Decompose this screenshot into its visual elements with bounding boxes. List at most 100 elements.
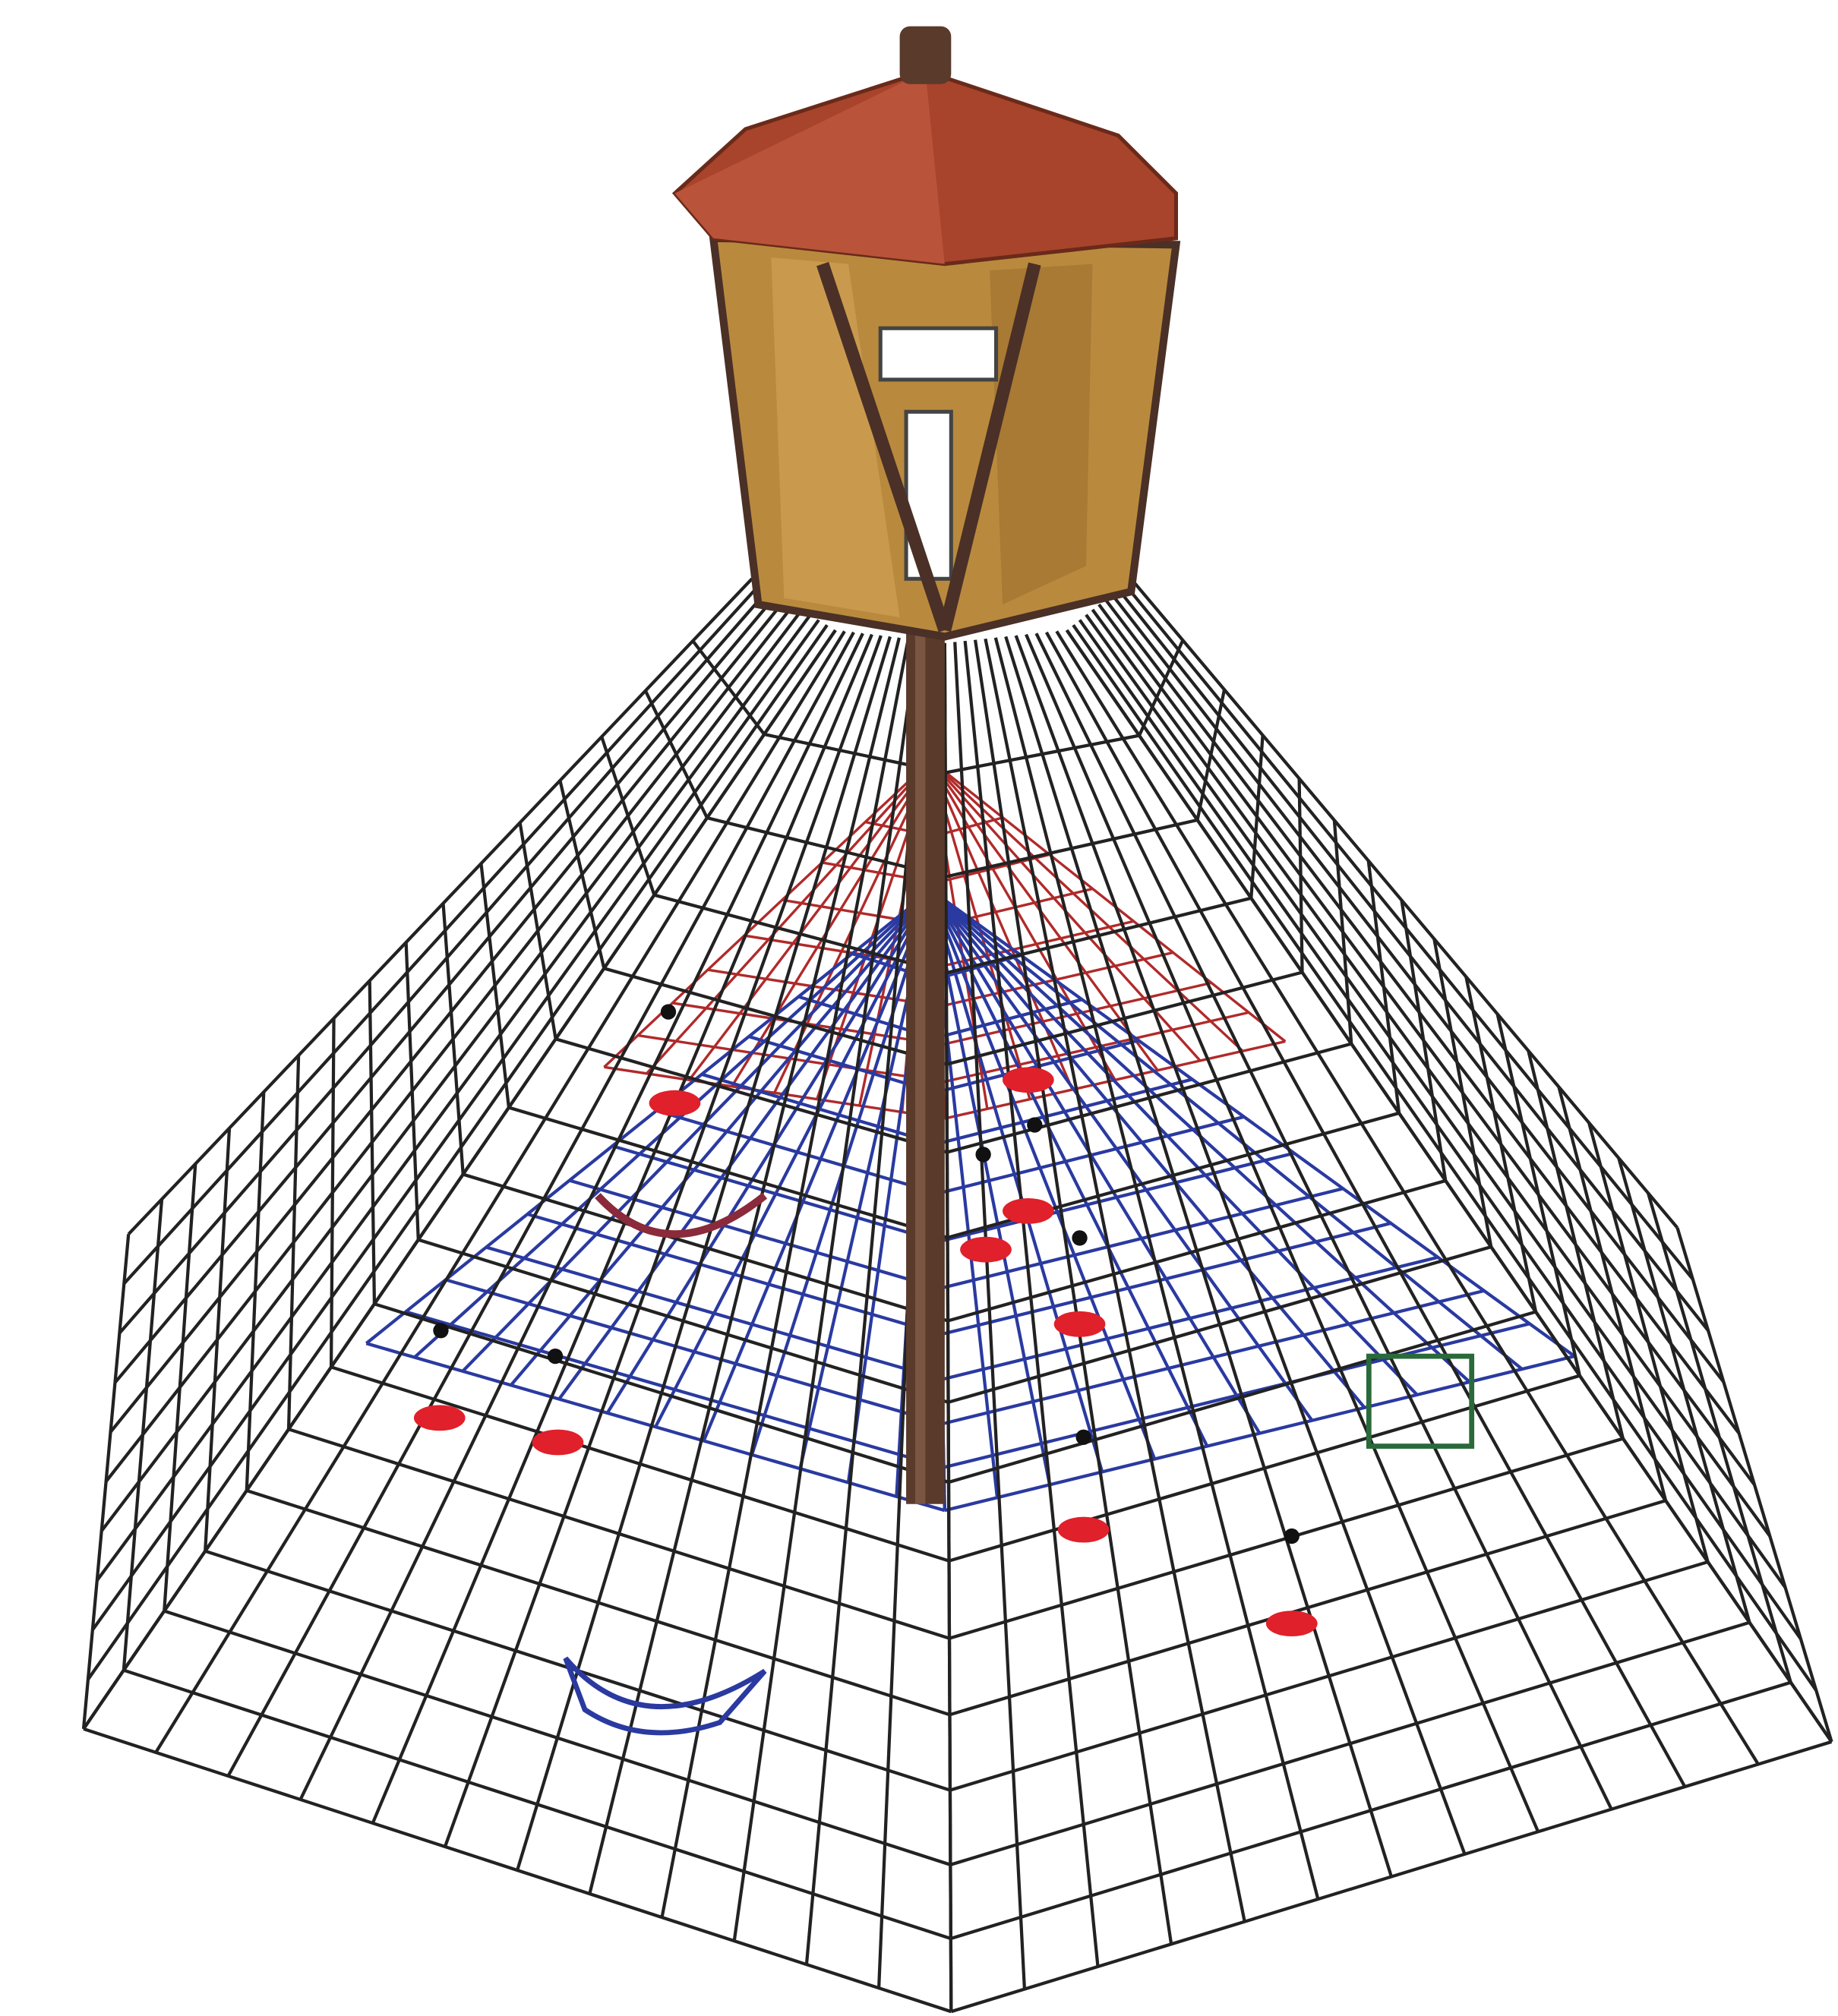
step-disc	[960, 1236, 1012, 1263]
rope-knot	[1072, 1230, 1088, 1246]
net-rope	[950, 1680, 1792, 1941]
net-rope	[603, 770, 921, 1068]
net-rope	[1034, 633, 1613, 1810]
net-rope	[445, 1278, 944, 1426]
net-rope	[123, 1668, 952, 1940]
net-rope	[953, 642, 1027, 1989]
net-rope	[510, 901, 924, 1387]
net-rope	[100, 608, 804, 1532]
net-rope	[461, 900, 923, 1373]
net-rope	[330, 1365, 950, 1563]
net-rope	[365, 1342, 946, 1513]
net-rope	[943, 899, 1524, 1371]
net-rope	[1366, 860, 1401, 1114]
net-rope	[371, 633, 873, 1824]
net-rope	[940, 1221, 1391, 1336]
hammock	[595, 1192, 768, 1238]
net-rope	[963, 640, 1100, 1967]
net-rope	[113, 593, 778, 1384]
net-rope	[1110, 593, 1726, 1383]
net-rope	[949, 1560, 1709, 1792]
rope-knot	[1075, 1429, 1091, 1445]
net-rope	[329, 1018, 336, 1368]
net-rope	[939, 773, 1159, 1071]
net-rope	[934, 998, 1083, 1040]
net-rope	[1065, 629, 1833, 1743]
net-rope	[943, 898, 1576, 1358]
net-rope	[163, 1163, 197, 1611]
net-rope	[368, 980, 377, 1305]
net-rope	[1432, 939, 1493, 1248]
net-rope	[1004, 636, 1393, 1878]
net-rope	[936, 903, 1209, 1447]
net-rope	[1297, 778, 1304, 973]
net-rope	[942, 1289, 1485, 1426]
net-rope	[588, 637, 901, 1895]
net-rope	[701, 1072, 938, 1146]
rope-knot	[1284, 1528, 1300, 1544]
net-rope	[508, 1106, 949, 1239]
net-rope	[1195, 689, 1227, 821]
net-rope	[732, 639, 919, 1942]
step-disc	[532, 1429, 584, 1456]
net-rope	[516, 636, 892, 1871]
net-rope	[96, 614, 812, 1582]
net-rope	[1557, 1086, 1668, 1501]
net-rope	[163, 1609, 952, 1866]
net-rope	[82, 629, 837, 1730]
step-disc	[1053, 1311, 1106, 1337]
tower-panel	[990, 263, 1093, 605]
net-rope	[558, 780, 606, 969]
net-rope	[748, 1035, 936, 1094]
net-rope	[526, 1212, 942, 1336]
net-rope	[485, 1245, 943, 1381]
net-rope	[1249, 735, 1265, 898]
net-rope	[122, 1199, 164, 1671]
net-rope	[245, 1092, 266, 1491]
net-rope	[1495, 1013, 1581, 1377]
net-rope	[374, 1302, 949, 1484]
net-rope	[706, 816, 946, 879]
net-rope	[943, 1011, 1249, 1084]
net-rope	[660, 638, 910, 1918]
net-rope	[932, 904, 1052, 1485]
net-rope	[936, 902, 1262, 1434]
net-rope	[518, 822, 557, 1040]
net-rope	[1078, 619, 1802, 1640]
step-disc	[1003, 1067, 1054, 1093]
net-rope	[288, 1428, 950, 1640]
net-rope	[1097, 603, 1756, 1486]
net-rope	[940, 1187, 1344, 1290]
net-rope	[91, 619, 820, 1631]
net-rope	[948, 1310, 1536, 1484]
net-rope	[1675, 1227, 1833, 1743]
roof-face	[674, 71, 945, 264]
rope-knot	[433, 1323, 449, 1339]
net-rope	[1072, 623, 1817, 1692]
net-rope	[418, 1238, 949, 1404]
net-rope	[118, 588, 770, 1335]
net-rope	[557, 901, 925, 1400]
rope-knot	[975, 1147, 991, 1163]
net-rope	[1647, 1192, 1792, 1683]
net-rope	[463, 1172, 949, 1323]
net-rope	[945, 734, 1140, 775]
net-rope	[298, 633, 864, 1800]
step-disc	[1057, 1516, 1110, 1543]
net-rope	[87, 623, 829, 1680]
net-rope	[1091, 608, 1772, 1538]
net-rope	[1464, 976, 1538, 1313]
net-rope	[443, 635, 883, 1847]
net-rope	[1138, 639, 1185, 737]
net-rope	[226, 631, 855, 1777]
net-rope	[943, 1322, 1530, 1469]
net-rope	[605, 901, 926, 1414]
net-rope	[948, 1374, 1581, 1563]
net-rope	[940, 900, 1419, 1396]
net-rope	[653, 893, 947, 975]
net-rope	[1617, 1157, 1751, 1623]
net-rope	[946, 970, 1303, 1066]
net-rope	[1123, 582, 1694, 1280]
